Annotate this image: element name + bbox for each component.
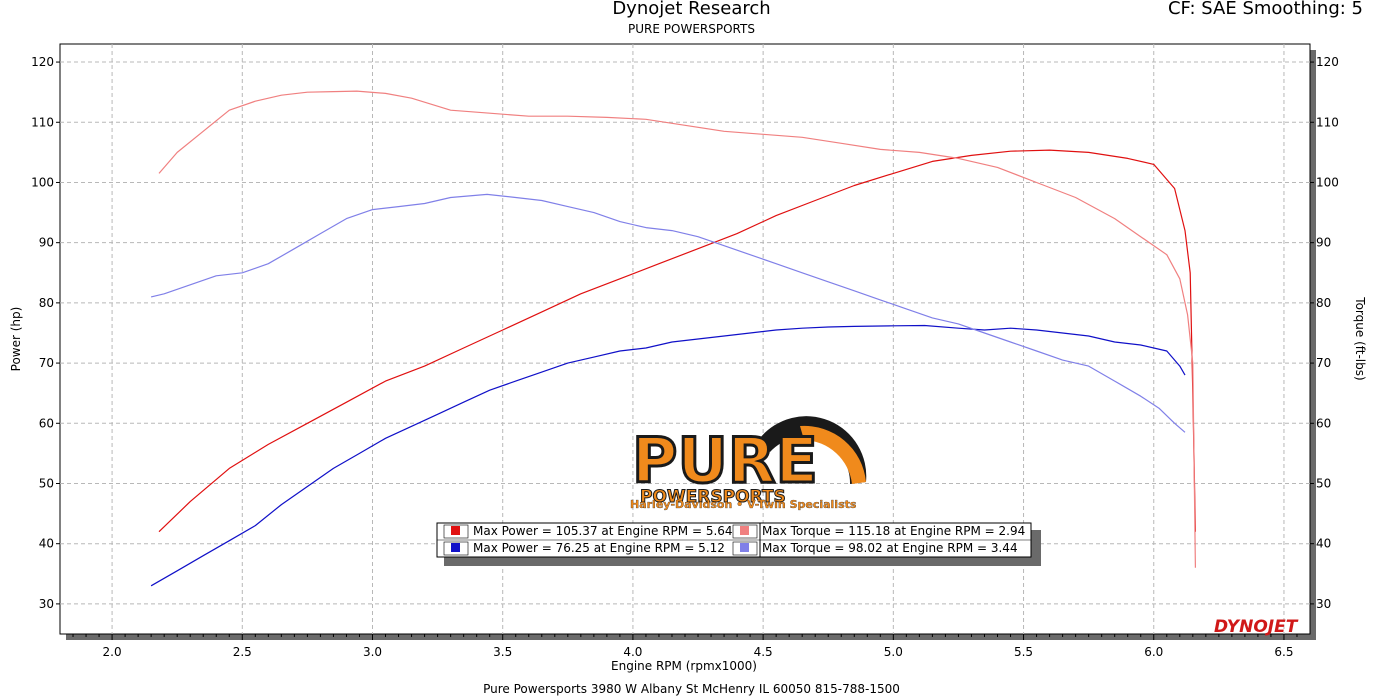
data-series bbox=[150, 90, 1196, 587]
y-tick-label: 70 bbox=[39, 356, 54, 370]
y2-tick-label: 60 bbox=[1316, 416, 1331, 430]
legend-swatch-frame-3 bbox=[443, 541, 469, 556]
legend-entry-3: Max Power = 76.25 at Engine RPM = 5.12 bbox=[473, 541, 725, 555]
chart-title: Dynojet Research bbox=[612, 0, 771, 19]
logo-word-powersports: POWERSPORTS bbox=[640, 487, 786, 507]
chart-subtitle: PURE POWERSPORTS bbox=[628, 22, 755, 36]
y-axis-label: Power (hp) bbox=[9, 307, 23, 372]
y2-tick-label: 80 bbox=[1316, 296, 1331, 310]
legend-entry-2: Max Torque = 115.18 at Engine RPM = 2.94 bbox=[762, 524, 1025, 538]
axis-ticks: 30 30 40 40 50 50 60 60 70 70 80 80 90 90 100 100 110 110… bbox=[31, 55, 1339, 659]
legend-swatch-2 bbox=[740, 526, 749, 535]
y2-tick-label: 120 bbox=[1316, 55, 1339, 69]
legend-swatch-frame-1 bbox=[443, 524, 469, 539]
y2-tick-label: 110 bbox=[1316, 115, 1339, 129]
series-line-4 bbox=[150, 193, 1186, 433]
dynojet-watermark: DYNOJET bbox=[1214, 617, 1299, 637]
legend-entry-4: Max Torque = 98.02 at Engine RPM = 3.44 bbox=[762, 541, 1018, 555]
y-tick-label: 40 bbox=[39, 537, 54, 551]
correction-settings: CF: SAE Smoothing: 5 bbox=[1167, 0, 1363, 19]
series-line-1 bbox=[158, 149, 1196, 533]
y-tick-label: 120 bbox=[31, 55, 54, 69]
y-tick-label: 30 bbox=[39, 597, 54, 611]
logo-gauge-arc bbox=[760, 416, 867, 484]
legend-swatch-4 bbox=[740, 543, 749, 552]
y2-tick-label: 70 bbox=[1316, 356, 1331, 370]
logo-tagline: Harley-Davidson • V-Twin Specialists bbox=[630, 498, 857, 511]
legend: Max Power = 105.37 at Engine RPM = 5.64 … bbox=[436, 522, 1041, 566]
x-tick-label: 3.5 bbox=[493, 645, 512, 659]
x-axis-label: Engine RPM (rpmx1000) bbox=[611, 659, 757, 673]
y-tick-label: 50 bbox=[39, 476, 54, 490]
logo-word-pure: PURE bbox=[632, 424, 818, 497]
y2-tick-label: 100 bbox=[1316, 175, 1339, 189]
x-tick-label: 3.0 bbox=[363, 645, 382, 659]
y2-tick-label: 40 bbox=[1316, 537, 1331, 551]
legend-swatch-1 bbox=[451, 526, 460, 535]
pure-powersports-logo: PURE POWERSPORTS Harley-Davidson • V-Twi… bbox=[630, 416, 867, 511]
x-tick-label: 5.0 bbox=[884, 645, 903, 659]
series-line-3 bbox=[150, 324, 1186, 587]
legend-entry-1: Max Power = 105.37 at Engine RPM = 5.64 bbox=[473, 524, 733, 538]
y-tick-label: 100 bbox=[31, 175, 54, 189]
series-line-2 bbox=[158, 90, 1196, 568]
x-tick-label: 4.5 bbox=[754, 645, 773, 659]
x-tick-label: 4.0 bbox=[623, 645, 642, 659]
y-tick-label: 60 bbox=[39, 416, 54, 430]
x-tick-label: 6.5 bbox=[1274, 645, 1293, 659]
y-tick-label: 110 bbox=[31, 115, 54, 129]
shop-footer: Pure Powersports 3980 W Albany St McHenr… bbox=[483, 682, 900, 696]
y2-tick-label: 50 bbox=[1316, 476, 1331, 490]
x-tick-label: 5.5 bbox=[1014, 645, 1033, 659]
y-tick-label: 90 bbox=[39, 236, 54, 250]
y-tick-label: 80 bbox=[39, 296, 54, 310]
x-tick-label: 6.0 bbox=[1144, 645, 1163, 659]
y2-tick-label: 90 bbox=[1316, 236, 1331, 250]
x-tick-label: 2.5 bbox=[233, 645, 252, 659]
logo-gauge-accent bbox=[800, 425, 866, 484]
y2-tick-label: 30 bbox=[1316, 597, 1331, 611]
legend-swatch-frame-4 bbox=[732, 541, 758, 556]
legend-swatch-frame-2 bbox=[732, 524, 758, 539]
x-tick-label: 2.0 bbox=[103, 645, 122, 659]
y2-axis-label: Torque (ft-lbs) bbox=[1353, 296, 1367, 380]
legend-swatch-3 bbox=[451, 543, 460, 552]
